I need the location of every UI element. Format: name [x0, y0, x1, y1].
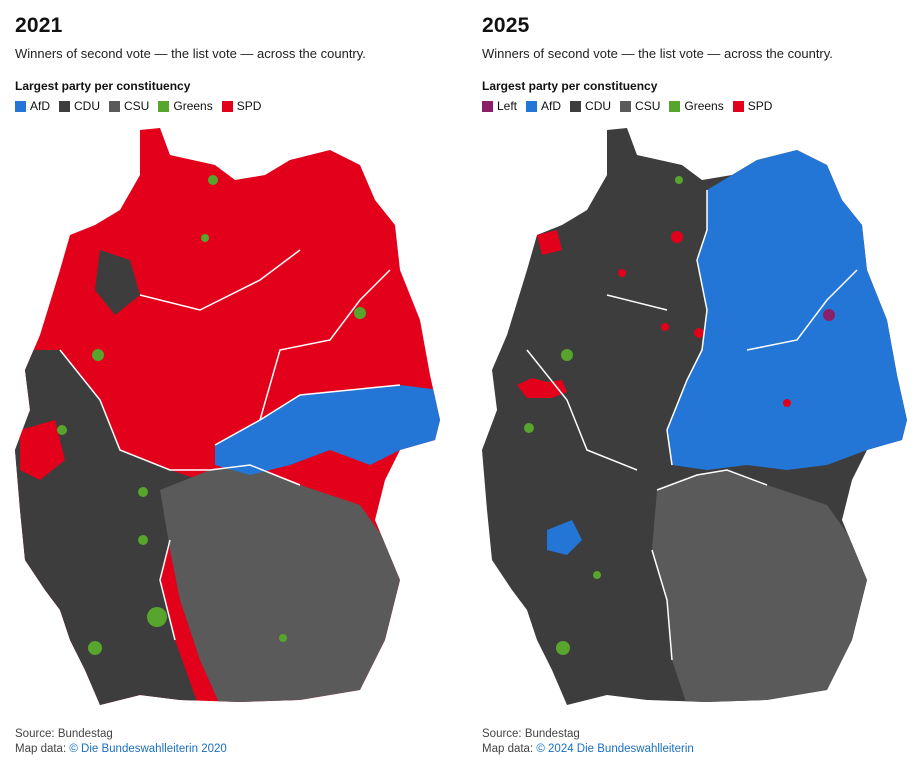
legend-swatch	[158, 100, 170, 112]
legend-swatch	[570, 100, 582, 112]
legend-label: Left	[497, 99, 518, 113]
panel-subtitle: Winners of second vote — the list vote —…	[482, 46, 833, 61]
source-note: Source: Bundestag Map data: © Die Bundes…	[15, 727, 227, 757]
legend-item-cdu: CDU	[59, 99, 100, 113]
map-data-label: Map data:	[15, 743, 67, 755]
greens-spot	[556, 641, 570, 655]
legend-item-spd: SPD	[221, 99, 262, 113]
legend: Left AfD CDU CSU Greens SPD	[482, 99, 772, 113]
legend-swatch	[482, 100, 493, 112]
state-boundaries	[59, 249, 401, 641]
map-data-link[interactable]: © Die Bundeswahlleiterin 2020	[69, 743, 227, 755]
legend-item-csu: CSU	[109, 99, 149, 113]
legend-swatch	[669, 100, 681, 112]
spd-spot	[537, 230, 562, 255]
map-data-label: Map data:	[482, 743, 534, 755]
map-data-link[interactable]: © 2024 Die Bundeswahlleiterin	[536, 743, 694, 755]
greens-spot	[675, 176, 683, 184]
region-afd-southwest	[547, 520, 582, 555]
source-text: Source: Bundestag	[15, 728, 113, 740]
legend-swatch	[221, 100, 233, 112]
legend-swatch	[59, 100, 71, 112]
legend-swatch	[620, 100, 632, 112]
legend-title: Largest party per constituency	[482, 79, 658, 93]
germany-map-2021	[15, 128, 440, 705]
spd-spot	[661, 323, 669, 331]
legend-swatch	[109, 100, 121, 112]
greens-spot	[138, 535, 148, 545]
panel-year: 2025	[482, 14, 530, 37]
legend-label: CDU	[74, 99, 101, 113]
greens-spot	[208, 175, 218, 185]
panel-2025: 2025 Winners of second vote — the list v…	[467, 0, 917, 760]
region-csu	[160, 465, 400, 705]
germany-map-2025	[482, 128, 907, 705]
region-csu	[652, 470, 867, 705]
legend-item-csu: CSU	[620, 99, 660, 113]
panel-year: 2021	[15, 14, 63, 37]
region-cdu-emsland	[95, 250, 140, 315]
legend-label: Greens	[684, 99, 724, 113]
legend-label: CSU	[635, 99, 661, 113]
region-afd	[667, 150, 907, 470]
spd-spot	[783, 399, 791, 407]
source-text: Source: Bundestag	[482, 728, 580, 740]
legend-item-afd: AfD	[526, 99, 561, 113]
panel-2021: 2021 Winners of second vote — the list v…	[0, 0, 450, 760]
legend-label: SPD	[747, 99, 773, 113]
legend-item-afd: AfD	[15, 99, 50, 113]
greens-spot	[201, 234, 209, 242]
greens-spot	[57, 425, 67, 435]
greens-spot	[524, 423, 534, 433]
legend-label: CSU	[124, 99, 150, 113]
left-spot-berlin	[823, 309, 835, 321]
legend-title: Largest party per constituency	[15, 79, 191, 93]
spd-ruhr	[517, 378, 567, 398]
legend-swatch	[526, 100, 538, 112]
spd-spot	[694, 328, 704, 338]
legend-swatch	[15, 100, 26, 112]
map-data-line: Map data: © 2024 Die Bundeswahlleiterin	[482, 742, 694, 757]
greens-spot	[354, 307, 366, 319]
legend-item-greens: Greens	[669, 99, 724, 113]
legend-item-spd: SPD	[732, 99, 773, 113]
greens-spot	[593, 571, 601, 579]
greens-spot	[92, 349, 104, 361]
source-note: Source: Bundestag Map data: © 2024 Die B…	[482, 727, 694, 757]
legend-item-left: Left	[482, 99, 517, 113]
legend-swatch	[732, 100, 744, 112]
greens-spot	[561, 349, 573, 361]
map-data-line: Map data: © Die Bundeswahlleiterin 2020	[15, 742, 227, 757]
region-afd	[215, 385, 440, 475]
legend: AfD CDU CSU Greens SPD	[15, 99, 261, 113]
greens-spot	[147, 607, 167, 627]
spd-spot	[618, 269, 626, 277]
spd-spot	[671, 231, 683, 243]
legend-label: SPD	[236, 99, 262, 113]
state-boundaries	[526, 190, 858, 661]
legend-label: AfD	[30, 99, 51, 113]
greens-spot	[88, 641, 102, 655]
legend-label: Greens	[173, 99, 213, 113]
legend-label: AfD	[541, 99, 562, 113]
panel-subtitle: Winners of second vote — the list vote —…	[15, 46, 366, 61]
legend-item-greens: Greens	[158, 99, 213, 113]
greens-spot	[279, 634, 287, 642]
legend-item-cdu: CDU	[570, 99, 611, 113]
region-spd-ruhr	[20, 420, 65, 480]
legend-label: CDU	[585, 99, 612, 113]
greens-spot	[138, 487, 148, 497]
